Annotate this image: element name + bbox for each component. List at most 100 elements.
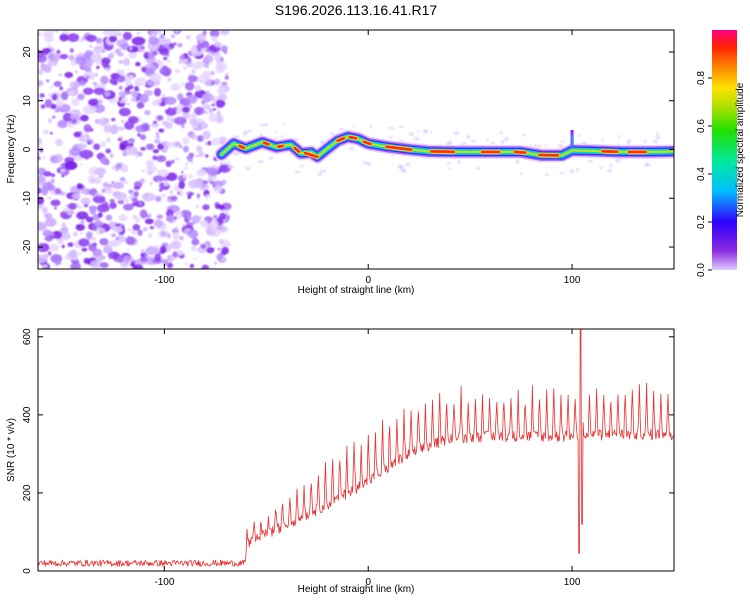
noise-blob	[90, 179, 96, 183]
noise-blob	[54, 138, 64, 145]
noise-blob	[409, 132, 414, 136]
noise-blob	[111, 117, 116, 122]
noise-blob	[140, 249, 145, 253]
noise-blob	[457, 160, 461, 164]
noise-blob	[147, 213, 152, 218]
noise-blob	[575, 168, 580, 172]
noise-blob	[170, 159, 175, 164]
noise-blob	[128, 52, 138, 59]
noise-blob	[108, 221, 116, 228]
noise-blob	[126, 102, 131, 106]
noise-blob	[213, 41, 222, 48]
noise-blob	[545, 173, 550, 176]
noise-blob	[349, 146, 354, 151]
noise-blob	[108, 35, 118, 43]
noise-blob	[245, 166, 251, 170]
noise-blob	[200, 243, 207, 250]
noise-blob	[156, 155, 167, 163]
noise-blob	[446, 162, 451, 165]
noise-blob	[87, 141, 91, 145]
noise-blob	[44, 50, 49, 56]
noise-blob	[135, 61, 141, 67]
noise-blob	[167, 77, 172, 82]
noise-blob	[100, 262, 109, 269]
noise-blob	[93, 176, 102, 185]
noise-blob	[215, 114, 224, 124]
noise-speckle	[38, 30, 667, 269]
noise-blob	[515, 160, 520, 164]
bottom-x-ticks: -100 0 100	[154, 329, 581, 588]
noise-blob	[128, 189, 134, 194]
y-tick-label: -20	[22, 239, 33, 254]
noise-blob	[73, 131, 82, 138]
noise-blob	[188, 179, 199, 189]
noise-blob	[218, 238, 224, 244]
noise-blob	[162, 259, 169, 266]
noise-blob	[99, 156, 108, 165]
noise-blob	[155, 132, 160, 136]
noise-blob	[70, 262, 81, 269]
noise-blob	[122, 31, 133, 41]
noise-blob	[39, 147, 44, 153]
noise-blob	[161, 242, 169, 247]
noise-blob	[165, 115, 173, 122]
noise-blob	[40, 104, 46, 109]
colorbar-tick-label: 0.4	[696, 167, 707, 181]
noise-blob	[390, 154, 395, 157]
noise-blob	[201, 93, 214, 103]
colorbar-tick-label: 0.0	[696, 263, 707, 277]
noise-blob	[67, 33, 80, 43]
noise-blob	[68, 90, 76, 96]
noise-blob	[161, 120, 169, 126]
noise-blob	[209, 30, 220, 38]
noise-blob	[140, 252, 147, 259]
noise-blob	[38, 175, 46, 184]
noise-blob	[179, 235, 184, 241]
noise-blob	[76, 183, 83, 190]
noise-blob	[67, 242, 74, 247]
noise-blob	[182, 145, 189, 153]
noise-blob	[103, 124, 113, 133]
noise-blob	[162, 69, 171, 77]
noise-blob	[105, 67, 111, 72]
noise-blob	[42, 129, 50, 135]
noise-blob	[152, 50, 158, 56]
noise-blob	[203, 54, 214, 64]
noise-blob	[118, 107, 131, 117]
noise-blob	[105, 148, 112, 154]
noise-blob	[122, 93, 125, 96]
noise-blob	[143, 109, 151, 116]
noise-blob	[38, 254, 47, 264]
noise-blob	[208, 113, 217, 123]
noise-blob	[199, 186, 206, 191]
noise-blob	[141, 122, 150, 132]
colorbar-gradient	[712, 30, 737, 270]
noise-blob	[158, 128, 165, 133]
noise-blob	[196, 193, 201, 197]
noise-blob	[38, 69, 44, 75]
noise-blob	[159, 245, 167, 254]
noise-blob	[127, 45, 139, 53]
noise-blob	[201, 264, 210, 269]
noise-blob	[225, 210, 230, 215]
noise-blob	[174, 68, 181, 74]
spectrogram-plot-area	[38, 30, 674, 269]
noise-blob	[93, 220, 104, 227]
noise-blob	[115, 169, 119, 172]
noise-blob	[208, 108, 214, 113]
noise-blob	[42, 31, 50, 38]
noise-blob	[55, 260, 62, 265]
noise-blob	[134, 85, 139, 92]
noise-blob	[537, 144, 542, 148]
noise-blob	[188, 152, 195, 159]
noise-blob	[147, 233, 153, 238]
noise-blob	[75, 70, 78, 74]
noise-blob	[159, 33, 165, 39]
noise-blob	[109, 201, 117, 210]
noise-blob	[38, 54, 48, 63]
noise-blob	[534, 143, 537, 147]
noise-blob	[144, 218, 154, 225]
chart-title: S196.2026.113.16.41.R17	[275, 2, 438, 18]
noise-blob	[299, 165, 304, 168]
noise-blob	[188, 174, 194, 179]
